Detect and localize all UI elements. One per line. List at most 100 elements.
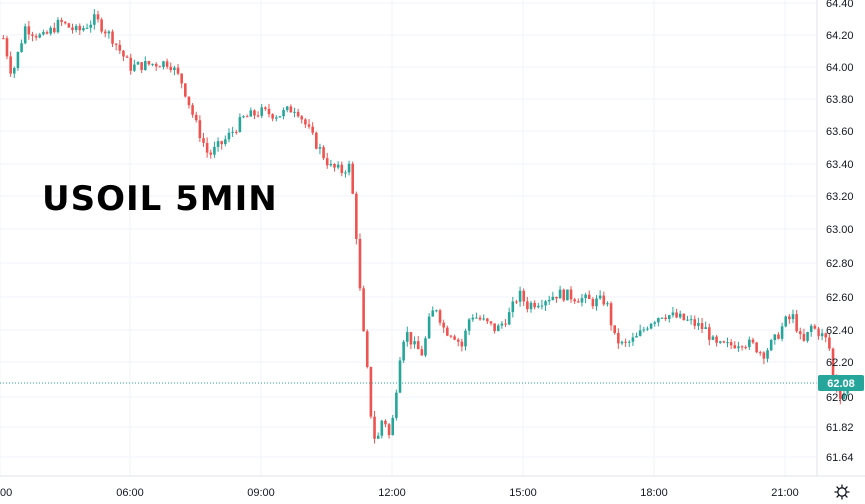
candle (769, 338, 773, 352)
candle (220, 140, 223, 150)
candle (424, 336, 427, 358)
candle-body (671, 312, 675, 316)
candle-body (304, 119, 307, 125)
candle (118, 39, 122, 54)
candle (180, 73, 183, 89)
candle (726, 337, 729, 348)
candle-body (151, 63, 154, 65)
candle-body (194, 114, 198, 121)
candle (569, 286, 573, 303)
candle-body (729, 342, 733, 346)
x-tick-label: 09:00 (247, 487, 275, 499)
candle (431, 306, 435, 317)
candle (453, 334, 456, 341)
candle (522, 288, 526, 306)
candle-body (820, 333, 824, 337)
candle-body (442, 322, 445, 328)
candle (282, 107, 285, 120)
candle (162, 60, 165, 70)
candle-body (758, 352, 762, 354)
candle (518, 286, 522, 307)
candle (231, 126, 234, 137)
candle-body (282, 109, 285, 117)
candle-body (704, 327, 707, 329)
time-axis[interactable]: 00 06:00 09:00 12:00 15:00 18:00 21:00 (0, 475, 865, 499)
candle (191, 103, 194, 118)
candle-body (416, 341, 420, 350)
candle-body (365, 331, 369, 367)
candle-body (438, 310, 442, 323)
candle-body (12, 67, 16, 74)
candle (526, 296, 529, 313)
candle (529, 300, 533, 313)
candle-body (831, 348, 835, 379)
candle-body (165, 61, 169, 67)
price-axis[interactable]: 64.40 64.20 64.00 63.80 63.60 63.40 63.20 63.00… (816, 0, 854, 476)
candle (165, 58, 169, 70)
candle-body (602, 295, 606, 305)
candle-body (467, 319, 471, 331)
candle (558, 285, 562, 299)
candle-body (274, 117, 278, 119)
candle (271, 113, 274, 122)
candle (580, 293, 584, 307)
candle-body (373, 416, 376, 439)
candle-body (264, 107, 267, 109)
candle-body (748, 339, 751, 348)
candle-body (122, 50, 125, 57)
gear-icon[interactable] (834, 484, 850, 500)
candle-body (216, 141, 220, 147)
candle (45, 30, 49, 35)
y-tick-label: 61.64 (826, 452, 854, 464)
candle-body (689, 319, 693, 321)
candle (358, 233, 362, 291)
candle-body (489, 321, 493, 324)
candle-body (329, 163, 333, 166)
candle (365, 329, 369, 369)
candle (657, 317, 660, 327)
last-price-label: 62.08 (827, 378, 855, 390)
candle-body (631, 337, 635, 342)
candle-body (558, 289, 562, 299)
candle (496, 323, 500, 332)
candle-body (555, 296, 558, 299)
candle (824, 332, 828, 343)
candle (27, 21, 31, 40)
candle-body (325, 158, 329, 166)
candle (60, 17, 63, 27)
candle (136, 61, 140, 65)
candle (9, 51, 12, 77)
candle (111, 29, 114, 48)
candle-body (584, 294, 587, 299)
candle-body (627, 341, 631, 343)
candle-body (344, 172, 347, 174)
candle-body (173, 67, 176, 71)
candle (5, 35, 9, 60)
candle (547, 295, 551, 305)
candle-body (362, 288, 365, 332)
candle-body (351, 163, 354, 194)
candle (85, 23, 89, 29)
candle-body (147, 61, 151, 65)
candle-body (544, 301, 547, 306)
candle-body (27, 26, 31, 35)
candle (158, 65, 162, 68)
candle-body (63, 21, 67, 24)
candle-body (136, 62, 140, 65)
candle-body (718, 341, 722, 343)
candle (475, 312, 478, 319)
candle (402, 340, 405, 363)
candle (507, 307, 511, 326)
candle (686, 315, 689, 322)
candle-body (598, 295, 602, 299)
candle (198, 115, 202, 142)
candle-body (409, 332, 413, 345)
candle-body (595, 298, 598, 307)
candle-body (620, 341, 624, 344)
candle-body (238, 117, 242, 132)
candle (340, 161, 344, 177)
chart-grid (0, 0, 817, 476)
candle-body (566, 289, 569, 301)
candle-body (315, 132, 318, 149)
